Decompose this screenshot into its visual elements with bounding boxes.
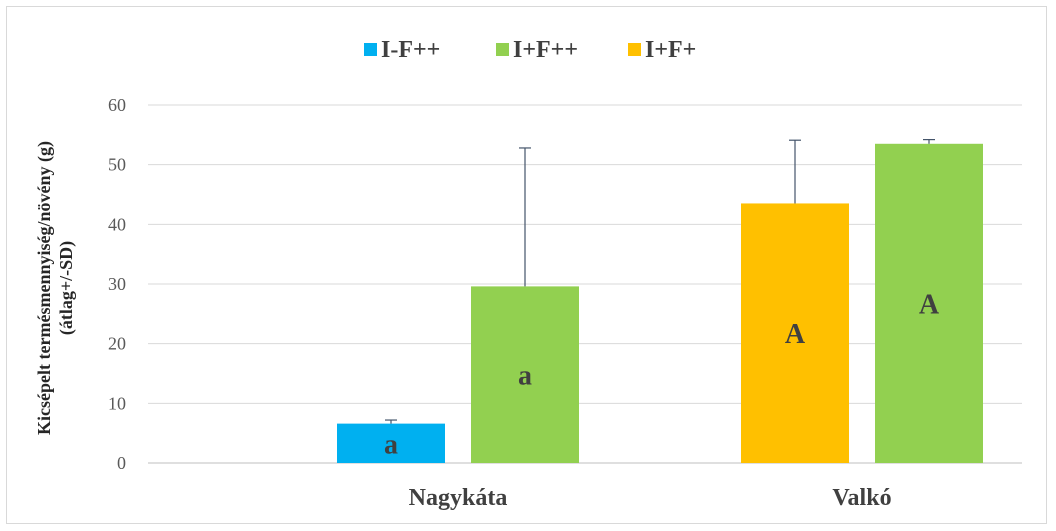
x-axis-categories: Nagykáta Valkó	[409, 485, 892, 511]
error-bars	[385, 139, 935, 424]
significance-label: a	[518, 361, 532, 392]
bar	[741, 203, 849, 463]
y-axis-ticks: 0 10 20 30 40 50 60	[108, 95, 126, 473]
legend-swatch	[628, 43, 641, 56]
y-tick-label: 0	[117, 453, 126, 473]
bar	[471, 286, 579, 463]
y-tick-label: 20	[108, 334, 126, 354]
legend-swatch	[496, 43, 509, 56]
bar	[875, 143, 983, 464]
y-tick-label: 50	[108, 155, 126, 175]
bars	[337, 143, 983, 464]
significance-label: A	[785, 319, 806, 350]
x-category-label: Valkó	[832, 485, 891, 511]
significance-label: A	[919, 289, 940, 320]
legend-swatch	[364, 43, 377, 56]
legend: I-F++ I+F++ I+F+	[364, 37, 696, 63]
y-axis-label-line: (átlag+/-SD)	[56, 241, 77, 335]
significance-labels: a a A A	[384, 289, 940, 460]
y-tick-label: 30	[108, 274, 126, 294]
legend-label: I-F++	[381, 37, 440, 63]
y-tick-label: 60	[108, 95, 126, 115]
legend-label: I+F+	[645, 37, 696, 63]
significance-label: a	[384, 429, 398, 460]
y-tick-label: 10	[108, 393, 126, 413]
x-category-label: Nagykáta	[409, 485, 508, 511]
y-axis-label: Kicsépelt termésmennyiség/növény (g) (átl…	[34, 141, 77, 435]
bar	[337, 423, 445, 463]
legend-label: I+F++	[513, 37, 578, 63]
y-tick-label: 40	[108, 214, 126, 234]
y-axis-label-line: Kicsépelt termésmennyiség/növény (g)	[34, 141, 55, 435]
